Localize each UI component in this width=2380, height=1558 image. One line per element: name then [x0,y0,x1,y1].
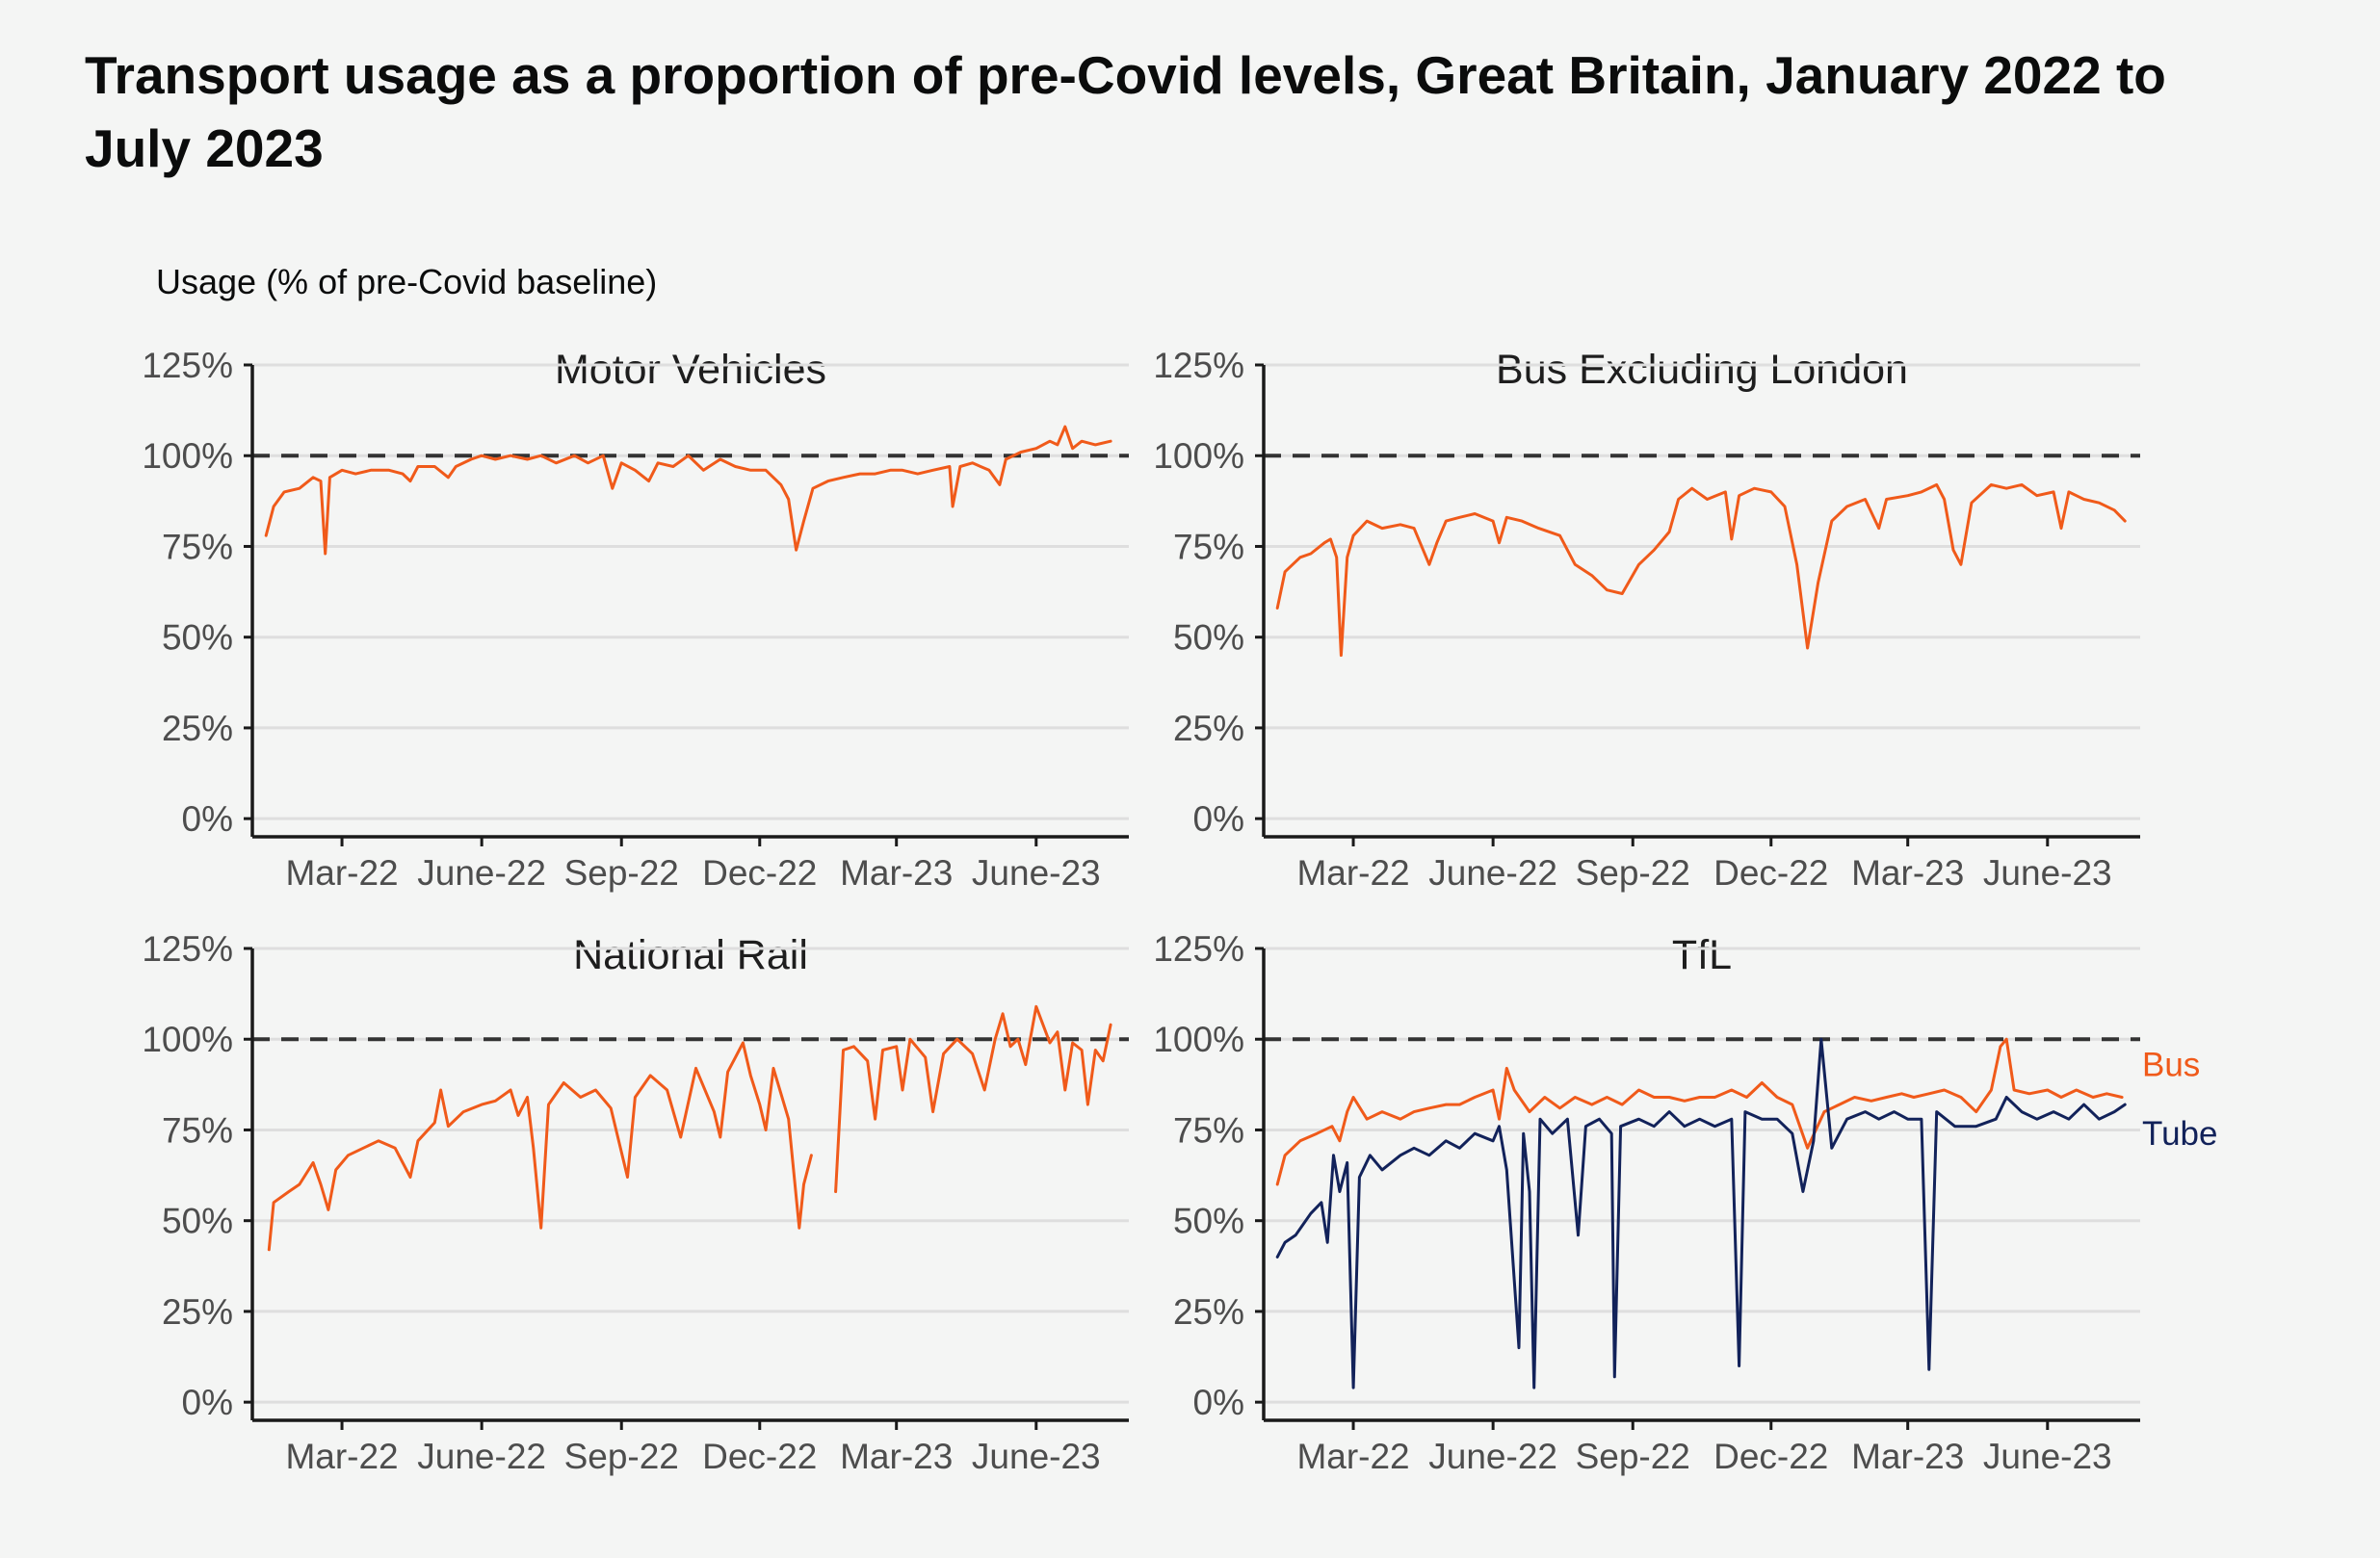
x-tick-label: Mar-22 [285,853,398,893]
x-tick-label: Sep-22 [564,853,679,893]
y-tick-label: 125% [142,346,233,385]
y-tick-label: 75% [1173,1110,1244,1150]
y-tick-label: 75% [162,527,233,566]
x-tick-label: Mar-22 [285,1437,398,1476]
x-tick-label: June-23 [1983,1437,2112,1476]
x-tick-label: Mar-22 [1296,1437,1409,1476]
series-line [1275,482,2127,657]
panel-title: Bus Excluding London [1496,347,1908,393]
x-tick-label: Mar-23 [840,853,953,893]
chart-panel: National Rail 0% 25% 50% 75% 100% 125% Mar-22 Ju… [142,929,1129,1476]
y-tick-label: 0% [182,799,233,839]
x-tick-label: Sep-22 [564,1437,679,1476]
y-tick-label: 100% [142,436,233,476]
x-tick-label: June-22 [417,853,546,893]
x-tick-label: Dec-22 [1713,1437,1828,1476]
x-tick-label: June-22 [417,1437,546,1476]
panel-title: National Rail [573,932,808,978]
x-tick-label: Sep-22 [1576,1437,1690,1476]
chart-title: Transport usage as a proportion of pre-C… [85,45,2166,178]
y-tick-label: 25% [1173,709,1244,748]
y-axis-caption: Usage (% of pre-Covid baseline) [156,262,658,301]
y-tick-label: 50% [162,618,233,658]
y-tick-label: 50% [1173,1202,1244,1241]
y-tick-label: 0% [1193,799,1244,839]
y-tick-label: 100% [1153,436,1244,476]
y-tick-label: 25% [1173,1292,1244,1332]
series-line [834,1004,1112,1193]
x-tick-label: Mar-23 [840,1437,953,1476]
x-tick-label: Sep-22 [1576,853,1690,893]
y-tick-label: 125% [1153,346,1244,385]
y-tick-label: 25% [162,709,233,748]
y-tick-label: 0% [182,1383,233,1422]
series-label: Bus [2142,1047,2200,1084]
series-label: Tube [2142,1115,2217,1153]
series-line [1275,1037,2124,1186]
x-tick-label: Mar-22 [1296,853,1409,893]
series-line [1275,1037,2127,1389]
x-tick-label: Dec-22 [1713,853,1828,893]
x-tick-label: June-23 [972,853,1101,893]
series-line [267,1041,813,1252]
y-tick-label: 75% [1173,527,1244,566]
x-tick-label: June-22 [1428,1437,1557,1476]
x-tick-label: June-22 [1428,853,1557,893]
y-tick-label: 75% [162,1110,233,1150]
x-tick-label: June-23 [1983,853,2112,893]
x-tick-label: Mar-23 [1851,1437,1964,1476]
y-tick-label: 125% [1153,929,1244,969]
panel-title: TfL [1672,932,1732,978]
y-tick-label: 100% [1153,1020,1244,1059]
y-tick-label: 100% [142,1020,233,1059]
x-tick-label: Dec-22 [702,1437,817,1476]
y-tick-label: 0% [1193,1383,1244,1422]
series-line [264,425,1112,556]
chart-panel: Motor Vehicles 0% 25% 50% 75% 100% 125% Mar-22 J… [142,346,1129,893]
x-tick-label: Mar-23 [1851,853,1964,893]
chart-panel: TfL 0% 25% 50% 75% 100% 125% Mar-22 June-22 Sep-2… [1153,929,2217,1476]
y-tick-label: 50% [1173,618,1244,658]
panel-title: Motor Vehicles [555,347,826,393]
x-tick-label: June-23 [972,1437,1101,1476]
x-tick-label: Dec-22 [702,853,817,893]
chart-panel: Bus Excluding London 0% 25% 50% 75% 100% 125% M… [1153,346,2140,893]
y-tick-label: 25% [162,1292,233,1332]
y-tick-label: 50% [162,1202,233,1241]
y-tick-label: 125% [142,929,233,969]
